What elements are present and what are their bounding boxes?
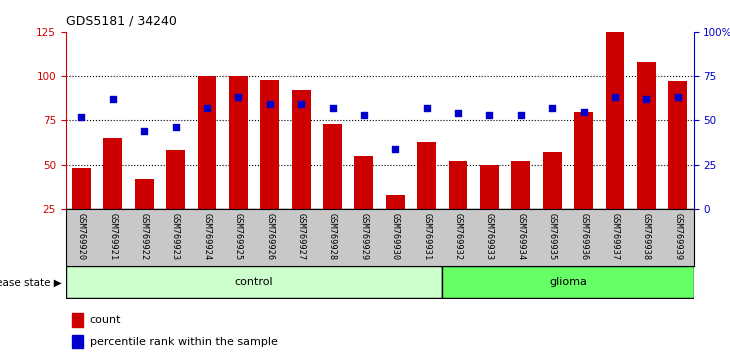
Point — [326, 105, 338, 111]
Text: GSM769938: GSM769938 — [642, 213, 651, 261]
Bar — [66, 266, 442, 298]
Bar — [355, 156, 373, 253]
Bar — [198, 76, 216, 253]
Point — [76, 114, 88, 120]
Text: GSM769924: GSM769924 — [202, 213, 212, 261]
Point — [484, 112, 496, 118]
Text: GSM769939: GSM769939 — [673, 213, 683, 261]
Text: GSM769930: GSM769930 — [391, 213, 400, 261]
Bar — [135, 179, 153, 253]
Point — [609, 95, 620, 100]
Point — [421, 105, 433, 111]
Bar — [261, 80, 279, 253]
Text: control: control — [235, 277, 273, 287]
Text: GSM769925: GSM769925 — [234, 213, 243, 261]
Point — [358, 112, 369, 118]
Bar — [669, 81, 687, 253]
Text: GSM769926: GSM769926 — [265, 213, 274, 261]
Point — [232, 95, 244, 100]
Point — [139, 128, 150, 134]
Bar — [480, 165, 499, 253]
Point — [295, 102, 307, 107]
Text: GSM769931: GSM769931 — [422, 213, 431, 261]
Bar — [418, 142, 436, 253]
Bar — [575, 112, 593, 253]
Point — [672, 95, 683, 100]
Text: percentile rank within the sample: percentile rank within the sample — [90, 337, 277, 347]
Point — [390, 146, 402, 152]
Text: GSM769921: GSM769921 — [108, 213, 118, 261]
Text: glioma: glioma — [549, 277, 587, 287]
Text: GSM769937: GSM769937 — [610, 213, 620, 261]
Bar — [292, 90, 310, 253]
Text: GSM769935: GSM769935 — [548, 213, 557, 261]
Text: GSM769934: GSM769934 — [516, 213, 526, 261]
Text: disease state ▶: disease state ▶ — [0, 277, 62, 287]
Bar — [543, 152, 561, 253]
Bar — [166, 150, 185, 253]
Bar — [637, 62, 656, 253]
Point — [578, 109, 590, 114]
Bar — [104, 138, 122, 253]
Text: GSM769928: GSM769928 — [328, 213, 337, 261]
Text: GSM769929: GSM769929 — [359, 213, 369, 261]
Point — [515, 112, 527, 118]
Text: GSM769933: GSM769933 — [485, 213, 494, 261]
Bar — [512, 161, 530, 253]
Text: GSM769927: GSM769927 — [296, 213, 306, 261]
Point — [201, 105, 213, 111]
Bar — [323, 124, 342, 253]
Text: GSM769936: GSM769936 — [579, 213, 588, 261]
Bar — [72, 335, 83, 348]
Text: count: count — [90, 315, 121, 325]
Point — [264, 102, 276, 107]
Bar — [72, 168, 91, 253]
Text: GDS5181 / 34240: GDS5181 / 34240 — [66, 14, 177, 27]
Bar — [72, 313, 83, 327]
Bar — [606, 32, 624, 253]
Text: GSM769920: GSM769920 — [77, 213, 86, 261]
Bar — [442, 266, 694, 298]
Text: GSM769922: GSM769922 — [139, 213, 149, 261]
Bar — [449, 161, 467, 253]
Point — [169, 125, 181, 130]
Point — [546, 105, 558, 111]
Point — [107, 96, 119, 102]
Point — [641, 96, 653, 102]
Text: GSM769932: GSM769932 — [453, 213, 463, 261]
Bar — [386, 195, 404, 253]
Bar — [229, 76, 247, 253]
Text: GSM769923: GSM769923 — [171, 213, 180, 261]
Point — [453, 110, 464, 116]
